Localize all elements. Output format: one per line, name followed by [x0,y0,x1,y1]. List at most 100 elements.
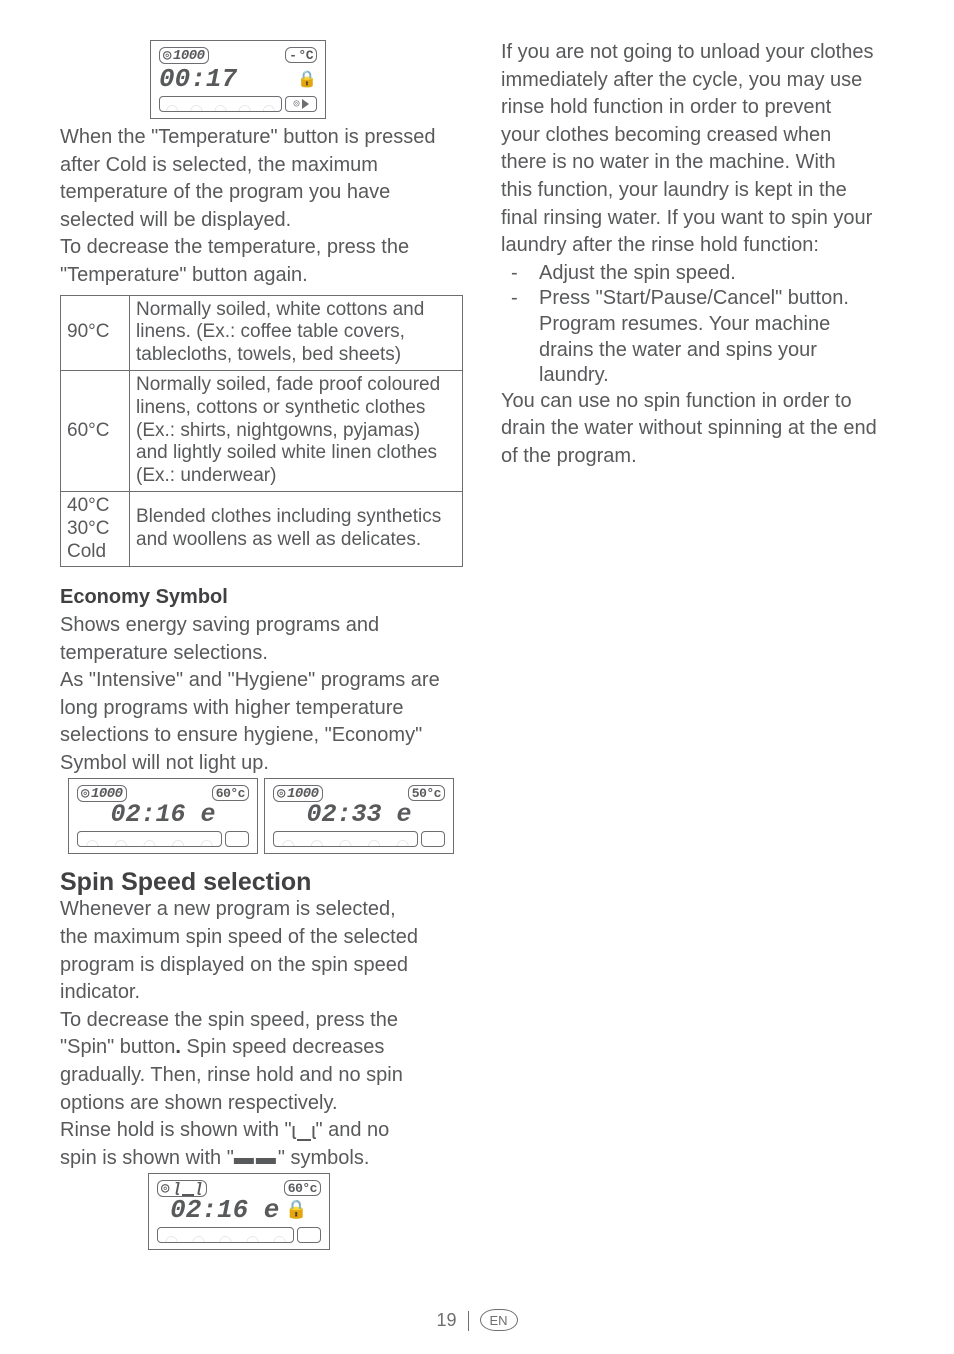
page: ◎ 1000 - °C 00:17 🔒 [0,0,954,1354]
p: final rinsing water. If you want to spin… [501,206,904,232]
empty-box [421,831,445,847]
time-value: 02:16 e [110,800,215,829]
spiral-icon: ◎ [161,1182,169,1196]
temp-pill: 60°c [284,1180,321,1196]
spin-value: 1000 [287,787,319,801]
p: temperature of the program you have [60,180,463,206]
temp-pill: - °C [285,47,317,63]
columns: ◎ 1000 - °C 00:17 🔒 [60,40,904,1250]
lock-icon: 🔒 [297,69,317,89]
lcd-box: ◎ 1000 60°c 02:16 e [68,778,258,854]
temp-value: 60°c [288,1182,317,1195]
bullet-list: Adjust the spin speed. Press "Start/Paus… [501,261,904,389]
table-row: 60°C Normally soiled, fade proof coloure… [61,370,463,491]
temp-pill: 50°c [408,785,445,801]
t: Rinse hold is shown with " [60,1119,292,1141]
p: Whenever a new program is selected, [60,897,463,923]
lcd-bottom-row [157,1227,321,1243]
footer-divider [468,1311,469,1331]
table-row: 40°C 30°C Cold Blended clothes including… [61,491,463,566]
temp-pill: 60°c [212,785,249,801]
spin-value: 1000 [173,49,205,63]
spiral-icon: ◎ [277,787,285,801]
time-value: 02:33 e [306,800,411,829]
rinse-hold-icon: ɭɭ [173,1182,203,1196]
p: this function, your laundry is kept in t… [501,178,904,204]
p: "Temperature" button again. [60,263,463,289]
p: after Cold is selected, the maximum [60,153,463,179]
temp-value: 50°c [412,787,441,800]
lcd-bottom-row [77,831,249,847]
economy-dual-lcds: ◎ 1000 60°c 02:16 e [68,778,463,854]
p: there is no water in the machine. With [501,150,904,176]
p: immediately after the cycle, you may use [501,68,904,94]
temp-value: 60°c [216,787,245,800]
progress-area [159,96,282,112]
t: Spin speed decreases [181,1036,384,1058]
p: indicator. [60,980,463,1006]
spin-lcd-panel: ◎ ɭɭ 60°c 02:16 e 🔒 [148,1173,463,1250]
progress-area [77,831,222,847]
spiral-icon: ◎ [293,98,299,110]
p: As "Intensive" and "Hygiene" programs ar… [60,668,463,694]
temp-cell: 60°C [61,370,130,491]
p: You can use no spin function in order to [501,389,904,415]
p: program is displayed on the spin speed [60,953,463,979]
t: Press "Start/Pause/Cancel" button. [539,287,849,309]
p: temperature selections. [60,641,463,667]
t: drains the water and spins your [539,339,817,361]
page-footer: 19 EN [0,1310,954,1333]
p: laundry after the rinse hold function: [501,233,904,259]
lcd-temperature-panel: ◎ 1000 - °C 00:17 🔒 [150,40,463,119]
list-item: Press "Start/Pause/Cancel" button. Progr… [523,286,904,388]
t: " symbols. [278,1147,370,1169]
language-badge: EN [480,1309,518,1331]
p: the maximum spin speed of the selected [60,925,463,951]
spiral-icon: ◎ [81,787,89,801]
play-box: ◎ [285,96,317,112]
t: spin is shown with " [60,1147,234,1169]
p: To decrease the temperature, press the [60,235,463,261]
page-number: 19 [436,1310,456,1330]
p: Symbol will not light up. [60,751,463,777]
p: drain the water without spinning at the … [501,416,904,442]
p: To decrease the spin speed, press the [60,1008,463,1034]
desc-cell: Blended clothes including synthetics and… [130,491,463,566]
p: "Spin" button. Spin speed decreases [60,1035,463,1061]
spin-value-pill: ◎ 1000 [159,47,209,64]
temp-unit: °C [298,49,313,62]
lcd-box: ◎ ɭɭ 60°c 02:16 e 🔒 [148,1173,330,1250]
play-icon [302,99,309,109]
rinse-hold-icon: ɭɭ [292,1123,316,1141]
time-value: 02:16 e [170,1197,279,1223]
left-column: ◎ 1000 - °C 00:17 🔒 [60,40,463,1250]
p: If you are not going to unload your clot… [501,40,904,66]
progress-area [273,831,418,847]
time-value: 00:17 [159,66,237,92]
p: When the "Temperature" button is pressed [60,125,463,151]
p: Shows energy saving programs and [60,613,463,639]
p: selected will be displayed. [60,208,463,234]
t: "Spin" button [60,1036,175,1058]
t: " and no [315,1119,389,1141]
lock-icon: 🔒 [285,1199,307,1221]
lcd-bottom-row [273,831,445,847]
temp-cell: 40°C 30°C Cold [61,491,130,566]
table-row: 90°C Normally soiled, white cottons and … [61,295,463,370]
p: selections to ensure hygiene, "Economy" [60,723,463,749]
empty-box [225,831,249,847]
p: Rinse hold is shown with "ɭɭ" and no [60,1118,463,1144]
lcd-box: ◎ 1000 - °C 00:17 🔒 [150,40,326,119]
p: rinse hold function in order to prevent [501,95,904,121]
t: Program resumes. Your machine [539,313,830,335]
lcd-row-2: 02:16 e 🔒 [157,1197,321,1223]
economy-heading: Economy Symbol [60,585,463,611]
t: laundry. [539,364,609,386]
temperature-table: 90°C Normally soiled, white cottons and … [60,295,463,568]
spin-heading: Spin Speed selection [60,868,463,897]
temp-cell: 90°C [61,295,130,370]
p: spin is shown with "▬▬" symbols. [60,1146,463,1172]
p: your clothes becoming creased when [501,123,904,149]
empty-box [297,1227,321,1243]
desc-cell: Normally soiled, fade proof coloured lin… [130,370,463,491]
